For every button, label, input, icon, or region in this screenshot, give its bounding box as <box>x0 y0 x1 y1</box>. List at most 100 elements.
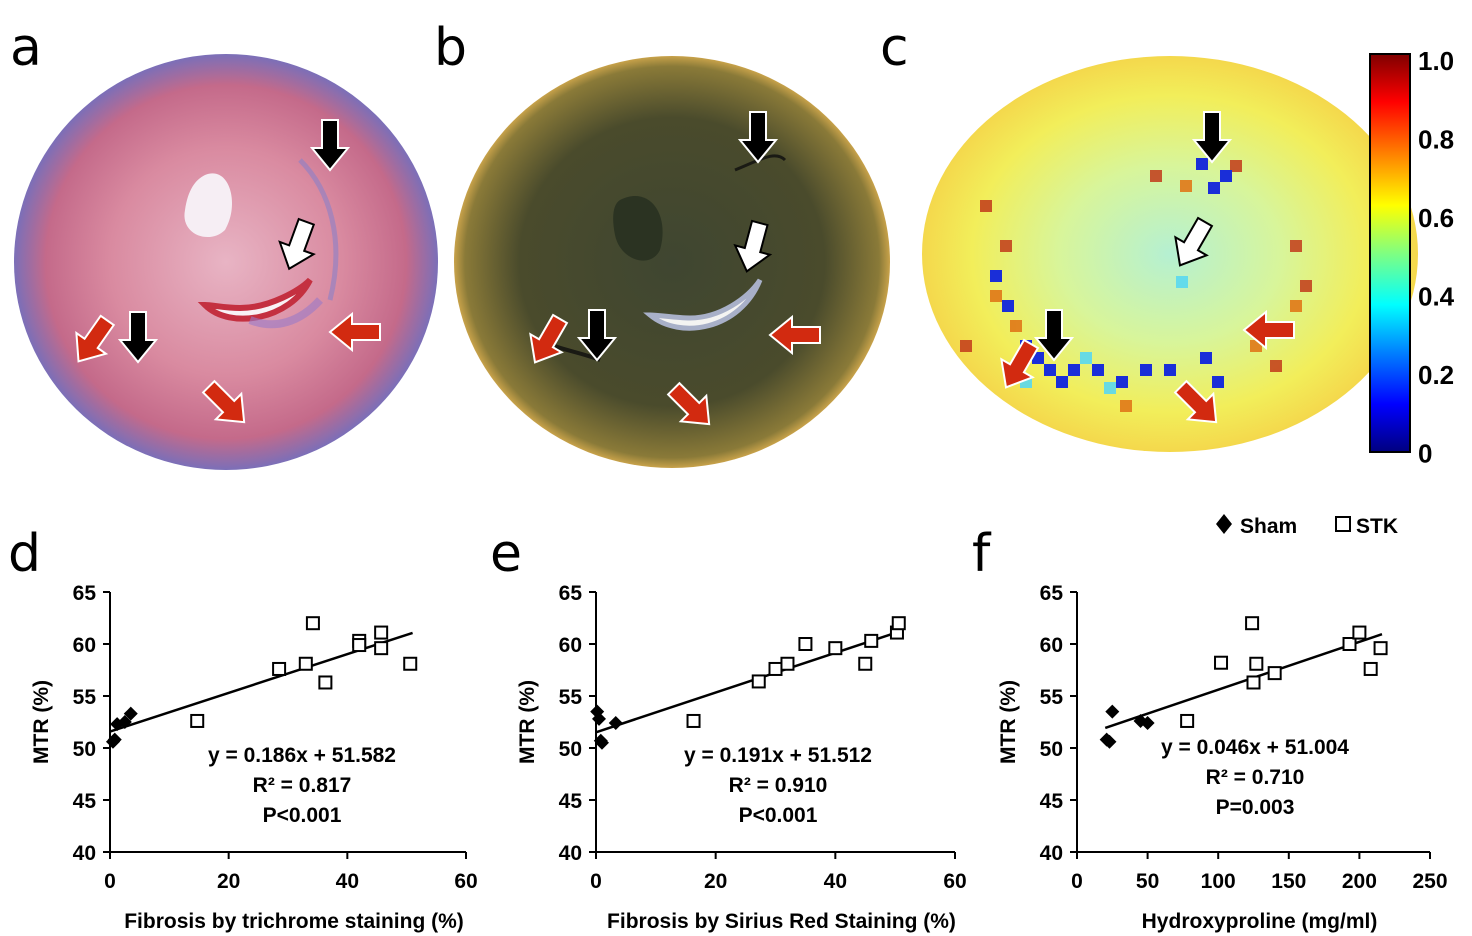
fit-annotation: R² = 0.910 <box>729 774 828 797</box>
x-tick-label: 250 <box>1412 870 1447 893</box>
legend-stk-marker <box>1335 516 1351 532</box>
fit-annotation: y = 0.191x + 51.512 <box>684 744 872 767</box>
histology-sirius-red-image <box>454 56 890 468</box>
y-tick-label: 65 <box>73 582 97 605</box>
colorbar-tick-label: 0.2 <box>1418 360 1454 390</box>
y-tick-label: 55 <box>1040 686 1064 709</box>
y-tick-label: 60 <box>1040 634 1063 657</box>
data-point-stk <box>798 637 813 651</box>
data-point-stk <box>891 616 906 631</box>
data-point-stk <box>272 661 287 676</box>
data-point-stk <box>1245 616 1260 631</box>
scatter-plot-d: 40 45 50 55 60 65 0 20 40 60 Fibrosis by trichrome… <box>30 582 478 933</box>
x-tick-label: 40 <box>336 870 359 893</box>
y-tick-label: 65 <box>559 582 583 605</box>
panel-letter-d: d <box>8 524 42 584</box>
regression-line <box>1104 633 1383 730</box>
y-tick-label: 40 <box>73 842 96 865</box>
data-point-sham <box>1102 734 1117 749</box>
data-point-stk <box>864 633 879 648</box>
x-tick-label: 0 <box>590 870 602 893</box>
x-axis-label: Fibrosis by trichrome staining (%) <box>124 910 464 933</box>
y-axis-label: MTR (%) <box>30 680 53 764</box>
y-tick-label: 40 <box>1040 842 1063 865</box>
legend-sham-marker <box>1216 514 1232 534</box>
y-tick-label: 45 <box>1040 790 1064 813</box>
x-tick-label: 50 <box>1136 870 1159 893</box>
data-point-stk <box>1249 656 1264 671</box>
data-point-stk <box>1180 713 1195 728</box>
fit-annotation: P=0.003 <box>1216 796 1295 819</box>
y-axis-label: MTR (%) <box>516 680 539 764</box>
fit-annotation: P<0.001 <box>263 804 342 827</box>
colorbar: 1.0 0.8 0.6 0.4 0.2 0 <box>1369 46 1455 469</box>
panel-letter-a: a <box>10 18 42 78</box>
panel-letter-b: b <box>434 18 468 78</box>
y-tick-label: 60 <box>73 634 96 657</box>
data-point-sham <box>1140 716 1155 731</box>
y-tick-label: 45 <box>559 790 583 813</box>
scatter-plot-e: 40 45 50 55 60 65 0 20 40 60 Fibrosis by Sirius Re… <box>516 582 967 933</box>
x-tick-label: 0 <box>104 870 116 893</box>
mtr-map-image <box>922 56 1418 452</box>
y-tick-label: 55 <box>559 686 583 709</box>
y-tick-label: 55 <box>73 686 97 709</box>
data-point-sham <box>107 732 122 747</box>
x-axis-label: Fibrosis by Sirius Red Staining (%) <box>607 910 956 933</box>
legend: Sham STK <box>1216 514 1398 538</box>
colorbar-tick-label: 0.8 <box>1418 125 1454 155</box>
regression-line <box>595 629 902 734</box>
data-point-stk <box>1342 637 1357 651</box>
legend-stk-label: STK <box>1356 515 1398 538</box>
data-point-stk <box>858 656 873 671</box>
data-point-sham <box>594 735 609 750</box>
data-point-stk <box>190 713 205 728</box>
data-point-stk <box>403 656 418 671</box>
scatter-plot-f: 40 45 50 55 60 65 0 50 100 150 200 250 Hydroxyprolin… <box>997 582 1448 933</box>
x-tick-label: 20 <box>704 870 727 893</box>
regression-line <box>109 631 413 733</box>
data-point-stk <box>305 616 320 631</box>
data-point-sham <box>591 711 606 726</box>
data-point-stk <box>374 641 389 656</box>
data-point-stk <box>1214 655 1229 670</box>
x-tick-label: 0 <box>1071 870 1083 893</box>
data-point-sham <box>123 706 138 721</box>
data-point-stk <box>352 638 367 653</box>
data-point-stk <box>1373 641 1388 656</box>
data-point-stk <box>686 713 701 728</box>
x-axis-label: Hydroxyproline (mg/ml) <box>1142 910 1378 933</box>
y-tick-label: 65 <box>1040 582 1064 605</box>
y-tick-label: 50 <box>559 738 582 761</box>
data-point-stk <box>374 625 389 640</box>
x-tick-label: 40 <box>824 870 847 893</box>
x-tick-label: 60 <box>454 870 477 893</box>
data-point-stk <box>298 656 313 671</box>
y-tick-label: 60 <box>559 634 582 657</box>
y-axis-label: MTR (%) <box>997 680 1020 764</box>
x-tick-label: 100 <box>1201 870 1236 893</box>
data-point-stk <box>1267 666 1282 681</box>
data-point-stk <box>780 656 795 671</box>
legend-sham-label: Sham <box>1240 515 1297 538</box>
x-tick-label: 150 <box>1271 870 1306 893</box>
colorbar-tick-label: 1.0 <box>1418 46 1454 76</box>
data-point-stk <box>768 661 783 676</box>
panel-letter-f: f <box>972 524 991 584</box>
panel-letter-c: c <box>880 18 909 78</box>
data-point-stk <box>318 675 333 690</box>
fit-annotation: y = 0.186x + 51.582 <box>208 744 396 767</box>
colorbar-tick-label: 0.4 <box>1418 282 1455 312</box>
y-tick-label: 40 <box>559 842 582 865</box>
data-point-stk <box>1363 661 1378 676</box>
data-point-stk <box>751 674 766 689</box>
y-tick-label: 45 <box>73 790 97 813</box>
data-point-sham <box>1105 704 1120 719</box>
fit-annotation: P<0.001 <box>739 804 818 827</box>
data-point-stk <box>1352 625 1367 640</box>
x-tick-label: 200 <box>1342 870 1377 893</box>
data-point-sham <box>608 716 623 731</box>
y-tick-label: 50 <box>73 738 96 761</box>
x-tick-label: 20 <box>217 870 240 893</box>
